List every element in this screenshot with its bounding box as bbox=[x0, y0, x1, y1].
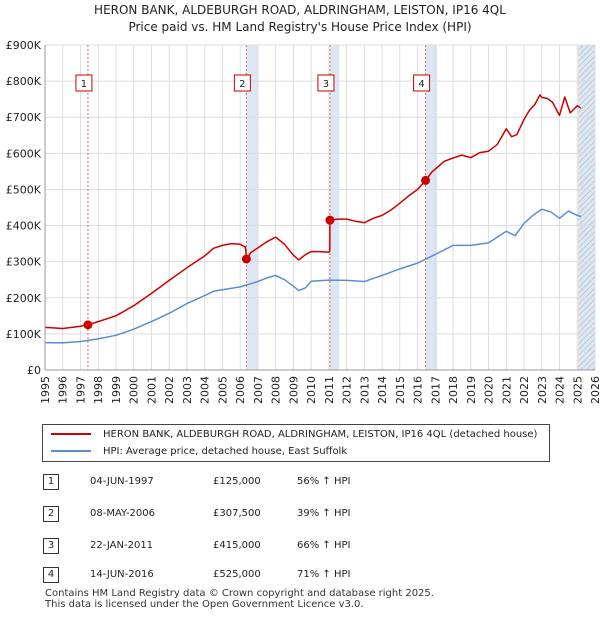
sale-marker-number: 4 bbox=[418, 79, 424, 90]
y-tick-label: £0 bbox=[27, 364, 41, 377]
x-tick-label: 2007 bbox=[252, 376, 265, 404]
sale-marker-box bbox=[413, 74, 431, 92]
x-tick-label: 2013 bbox=[358, 376, 371, 404]
sale-number-badge: 1 bbox=[43, 474, 59, 490]
x-tick-label: 2015 bbox=[394, 376, 407, 404]
x-tick-label: 2016 bbox=[412, 376, 425, 404]
x-tick-label: 2017 bbox=[429, 376, 442, 404]
x-tick-label: 2004 bbox=[199, 376, 212, 404]
sale-marker-box bbox=[317, 74, 335, 92]
sale-point bbox=[325, 215, 335, 225]
series-line-property bbox=[45, 94, 582, 330]
x-tick-label: 2002 bbox=[163, 376, 176, 404]
legend-label-hpi: HPI: Average price, detached house, East… bbox=[103, 446, 348, 457]
x-tick-label: 2024 bbox=[554, 376, 567, 404]
x-tick-label: 2022 bbox=[518, 376, 531, 404]
sale-marker-box bbox=[233, 74, 251, 92]
x-tick-label: 2008 bbox=[270, 376, 283, 404]
sale-marker-box bbox=[75, 74, 93, 92]
sale-hpi-change: 56% ↑ HPI bbox=[297, 476, 351, 487]
chart-title: HERON BANK, ALDEBURGH ROAD, ALDRINGHAM, … bbox=[0, 2, 600, 36]
x-tick-label: 2021 bbox=[500, 376, 513, 404]
sale-hpi-change: 66% ↑ HPI bbox=[297, 540, 351, 551]
sale-marker-number: 1 bbox=[81, 79, 87, 90]
sale-date: 22-JAN-2011 bbox=[90, 540, 154, 551]
y-tick-label: £200K bbox=[6, 292, 42, 305]
price-chart: 1 2 3 4 £0 £100K £200K £300K £400K £500K £600K £70… bbox=[6, 39, 600, 404]
legend-label-property: HERON BANK, ALDEBURGH ROAD, ALDRINGHAM, … bbox=[103, 429, 538, 440]
y-tick-label: £900K bbox=[6, 39, 42, 52]
forecast-hatch bbox=[578, 45, 595, 370]
sale-point bbox=[421, 175, 431, 185]
x-tick-label: 1999 bbox=[110, 376, 123, 404]
sale-hpi-change: 39% ↑ HPI bbox=[297, 508, 351, 519]
x-tick-label: 1997 bbox=[74, 376, 87, 404]
x-tick-label: 1996 bbox=[57, 376, 70, 404]
x-tick-label: 2019 bbox=[465, 376, 478, 404]
x-tick-label: 2010 bbox=[305, 376, 318, 404]
sale-number-badge: 3 bbox=[43, 538, 59, 554]
y-tick-label: £600K bbox=[6, 147, 42, 160]
x-tick-label: 2001 bbox=[145, 376, 158, 404]
sale-date: 14-JUN-2016 bbox=[90, 569, 154, 580]
legend: HERON BANK, ALDEBURGH ROAD, ALDRINGHAM, … bbox=[42, 424, 550, 462]
x-tick-label: 2026 bbox=[589, 376, 600, 404]
x-tick-label: 2012 bbox=[341, 376, 354, 404]
legend-item-property: HERON BANK, ALDEBURGH ROAD, ALDRINGHAM, … bbox=[51, 427, 537, 443]
sale-date: 04-JUN-1997 bbox=[90, 476, 154, 487]
legend-swatch-hpi bbox=[51, 450, 91, 452]
legend-swatch-property bbox=[51, 433, 91, 435]
sale-price: £415,000 bbox=[213, 540, 261, 551]
x-tick-label: 2009 bbox=[287, 376, 300, 404]
y-tick-label: £300K bbox=[6, 256, 42, 269]
sale-point bbox=[241, 254, 251, 264]
shaded-range bbox=[425, 45, 438, 370]
y-tick-label: £400K bbox=[6, 220, 42, 233]
series-line-hpi bbox=[45, 208, 582, 344]
chart-title-line1: HERON BANK, ALDEBURGH ROAD, ALDRINGHAM, … bbox=[94, 3, 506, 17]
y-tick-label: £500K bbox=[6, 183, 42, 196]
x-tick-label: 2020 bbox=[483, 376, 496, 404]
sale-hpi-change: 71% ↑ HPI bbox=[297, 569, 351, 580]
sale-price: £525,000 bbox=[213, 569, 261, 580]
shaded-range bbox=[246, 45, 258, 370]
x-tick-label: 1995 bbox=[39, 376, 52, 404]
y-tick-label: £700K bbox=[6, 111, 42, 124]
footer-line2: This data is licensed under the Open Gov… bbox=[45, 599, 364, 610]
x-tick-label: 2011 bbox=[323, 376, 336, 404]
y-tick-label: £800K bbox=[6, 75, 42, 88]
x-tick-label: 1998 bbox=[92, 376, 105, 404]
sale-marker-number: 3 bbox=[323, 79, 329, 90]
footer-line1: Contains HM Land Registry data © Crown c… bbox=[45, 588, 434, 599]
x-tick-label: 2006 bbox=[234, 376, 247, 404]
sale-price: £125,000 bbox=[213, 476, 261, 487]
sale-date: 08-MAY-2006 bbox=[90, 508, 156, 519]
sale-number-badge: 2 bbox=[43, 506, 59, 522]
legend-item-hpi: HPI: Average price, detached house, East… bbox=[51, 444, 347, 460]
x-tick-label: 2003 bbox=[181, 376, 194, 404]
x-tick-label: 2018 bbox=[447, 376, 460, 404]
shaded-range bbox=[329, 45, 340, 370]
sale-marker-number: 2 bbox=[239, 79, 245, 90]
sale-price: £307,500 bbox=[213, 508, 261, 519]
x-tick-label: 2023 bbox=[536, 376, 549, 404]
footer-attribution: Contains HM Land Registry data © Crown c… bbox=[45, 588, 585, 610]
x-tick-label: 2014 bbox=[376, 376, 389, 404]
sale-number-badge: 4 bbox=[43, 567, 59, 583]
x-tick-label: 2000 bbox=[128, 376, 141, 404]
y-tick-label: £100K bbox=[6, 328, 42, 341]
chart-title-line2: Price paid vs. HM Land Registry's House … bbox=[128, 20, 472, 34]
x-tick-label: 2025 bbox=[571, 376, 584, 404]
sale-point bbox=[83, 320, 93, 330]
x-tick-label: 2005 bbox=[216, 376, 229, 404]
